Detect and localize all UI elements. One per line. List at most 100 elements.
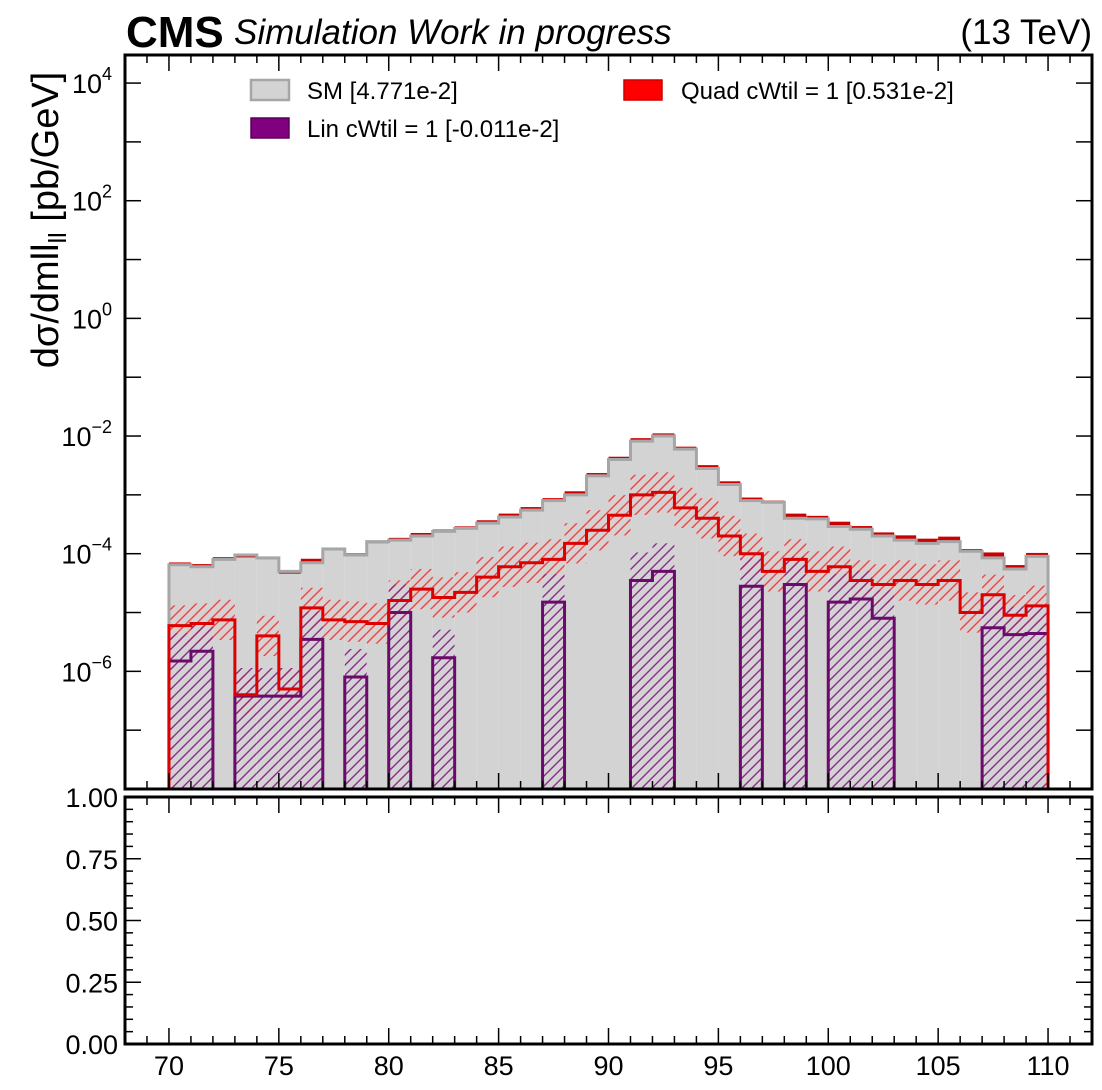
x-tick-label: 90 (593, 1051, 623, 1081)
lin-uncertainty-band (168, 632, 191, 789)
quad-stack-band (410, 532, 433, 536)
y-tick-label: 10−6 (61, 652, 112, 687)
energy-label: (13 TeV) (960, 13, 1092, 52)
lin-uncertainty-band (630, 552, 653, 789)
sm-bar (212, 559, 235, 789)
sm-bar (608, 459, 631, 789)
cms-label: CMS (126, 8, 224, 57)
quad-stack-band (520, 507, 543, 511)
quad-stack-band (300, 558, 323, 563)
lin-uncertainty-band (872, 590, 895, 789)
quad-step-line (167, 490, 1050, 789)
legend-swatch-sm (249, 78, 291, 102)
sm-bar (916, 543, 939, 789)
lin-uncertainty-band (1004, 606, 1027, 789)
sm-bar (718, 484, 741, 789)
legend-swatch-lin (250, 117, 290, 139)
y-tick-mantissa: 10 (72, 304, 102, 334)
y-tick-exponent: −6 (91, 652, 112, 672)
lin-uncertainty-band (190, 623, 213, 789)
quad-stack-band (718, 481, 741, 485)
sm-step-line (167, 434, 1050, 789)
x-tick-label: 80 (374, 1051, 404, 1081)
lin-uncertainty-band (850, 570, 873, 789)
lin-uncertainty-band (432, 629, 455, 789)
y-tick-exponent: 4 (102, 64, 112, 84)
quad-stack-band (696, 465, 719, 469)
y-tick-mantissa: 10 (61, 422, 91, 452)
lin-uncertainty-band (388, 584, 411, 789)
quad-stack-band (1026, 552, 1049, 557)
quad-stack-band (740, 497, 763, 501)
lin-uncertainty-band (300, 611, 323, 789)
legend-label-quad: Quad cWtil = 1 [0.531e-2] (681, 78, 954, 105)
y-tick-mantissa: 10 (72, 187, 102, 217)
x-tick-labels: 70 75 80 85 90 95 100 105 110 (154, 1051, 1070, 1081)
y-axis-label-subscript: ll (44, 232, 72, 243)
x-tick-label: 75 (264, 1051, 294, 1081)
quad-stack-band (982, 552, 1005, 558)
sm-bar (366, 541, 389, 789)
quad-stack-band (564, 491, 587, 495)
quad-stack-band (938, 536, 961, 542)
lin-uncertainty-band (652, 543, 675, 789)
lin-uncertainty-band (234, 667, 257, 789)
y-tick-label: 10−4 (61, 535, 112, 570)
legend: SM [4.771e-2] Quad cWtil = 1 [0.531e-2] … (249, 78, 954, 143)
quad-stack-band (850, 526, 873, 530)
y-tick-exponent: 2 (102, 182, 112, 202)
x-tick-label: 95 (703, 1051, 733, 1081)
sm-bar (762, 502, 785, 789)
quad-stack-band (806, 515, 829, 519)
x-tick-label: 105 (916, 1051, 961, 1081)
quad-stack-band (828, 521, 851, 527)
quad-stack-band (916, 538, 939, 544)
quad-stack-band (498, 513, 521, 518)
sm-bar (960, 551, 983, 789)
ratio-y-tick-label: 0.50 (65, 907, 118, 937)
ratio-plot-frame (123, 795, 1094, 1046)
ratio-y-tick-label: 0.25 (65, 968, 118, 998)
ratio-axis-ticks (125, 796, 1092, 1045)
legend-label-lin: Lin cWtil = 1 [-0.011e-2] (307, 116, 559, 143)
y-tick-exponent: −4 (91, 535, 112, 555)
y-tick-exponent: 0 (102, 299, 112, 319)
main-axis-ticks (125, 55, 1092, 790)
sm-bar (938, 541, 961, 789)
sm-bar (454, 528, 477, 789)
y-tick-mantissa: 10 (61, 657, 91, 687)
y-axis-label-unit-text: [pb/GeV] (25, 72, 67, 222)
quad-stack-band (1004, 565, 1027, 569)
lin-uncertainty-band (982, 599, 1005, 789)
quad-stack-band (872, 532, 895, 536)
legend-label-sm: SM [4.771e-2] (307, 78, 458, 105)
quad-stack-band (784, 513, 807, 519)
y-axis-label-unit (25, 222, 67, 233)
ratio-y-tick-label: 1.00 (65, 783, 118, 813)
sm-bar (322, 549, 345, 789)
lin-uncertainty-band (278, 667, 301, 789)
sm-bar (696, 468, 719, 789)
ratio-y-tick-labels: 0.00 0.25 0.50 0.75 1.00 (65, 783, 118, 1060)
ratio-y-tick-label: 0.75 (65, 845, 118, 875)
simulation-label: Simulation Work in progress (234, 13, 672, 52)
y-tick-label: 102 (72, 182, 112, 217)
y-axis-label-main: dσ/dmll (25, 243, 67, 368)
main-plot-area (167, 433, 1050, 789)
lin-uncertainty-band (784, 556, 807, 789)
x-tick-label: 100 (806, 1051, 851, 1081)
quad-stack-band (894, 535, 917, 541)
lin-uncertainty-band (344, 648, 367, 789)
sm-bar (564, 494, 587, 789)
sm-bar (894, 540, 917, 789)
y-tick-label: 104 (72, 64, 112, 99)
x-tick-label: 110 (1027, 1051, 1070, 1081)
y-tick-label: 10−2 (61, 417, 112, 452)
lin-uncertainty-band (256, 667, 279, 789)
legend-swatch-quad (623, 79, 663, 101)
lin-uncertainty-band (542, 574, 565, 789)
sm-bar (674, 449, 697, 789)
ratio-y-tick-label: 0.00 (65, 1030, 118, 1060)
